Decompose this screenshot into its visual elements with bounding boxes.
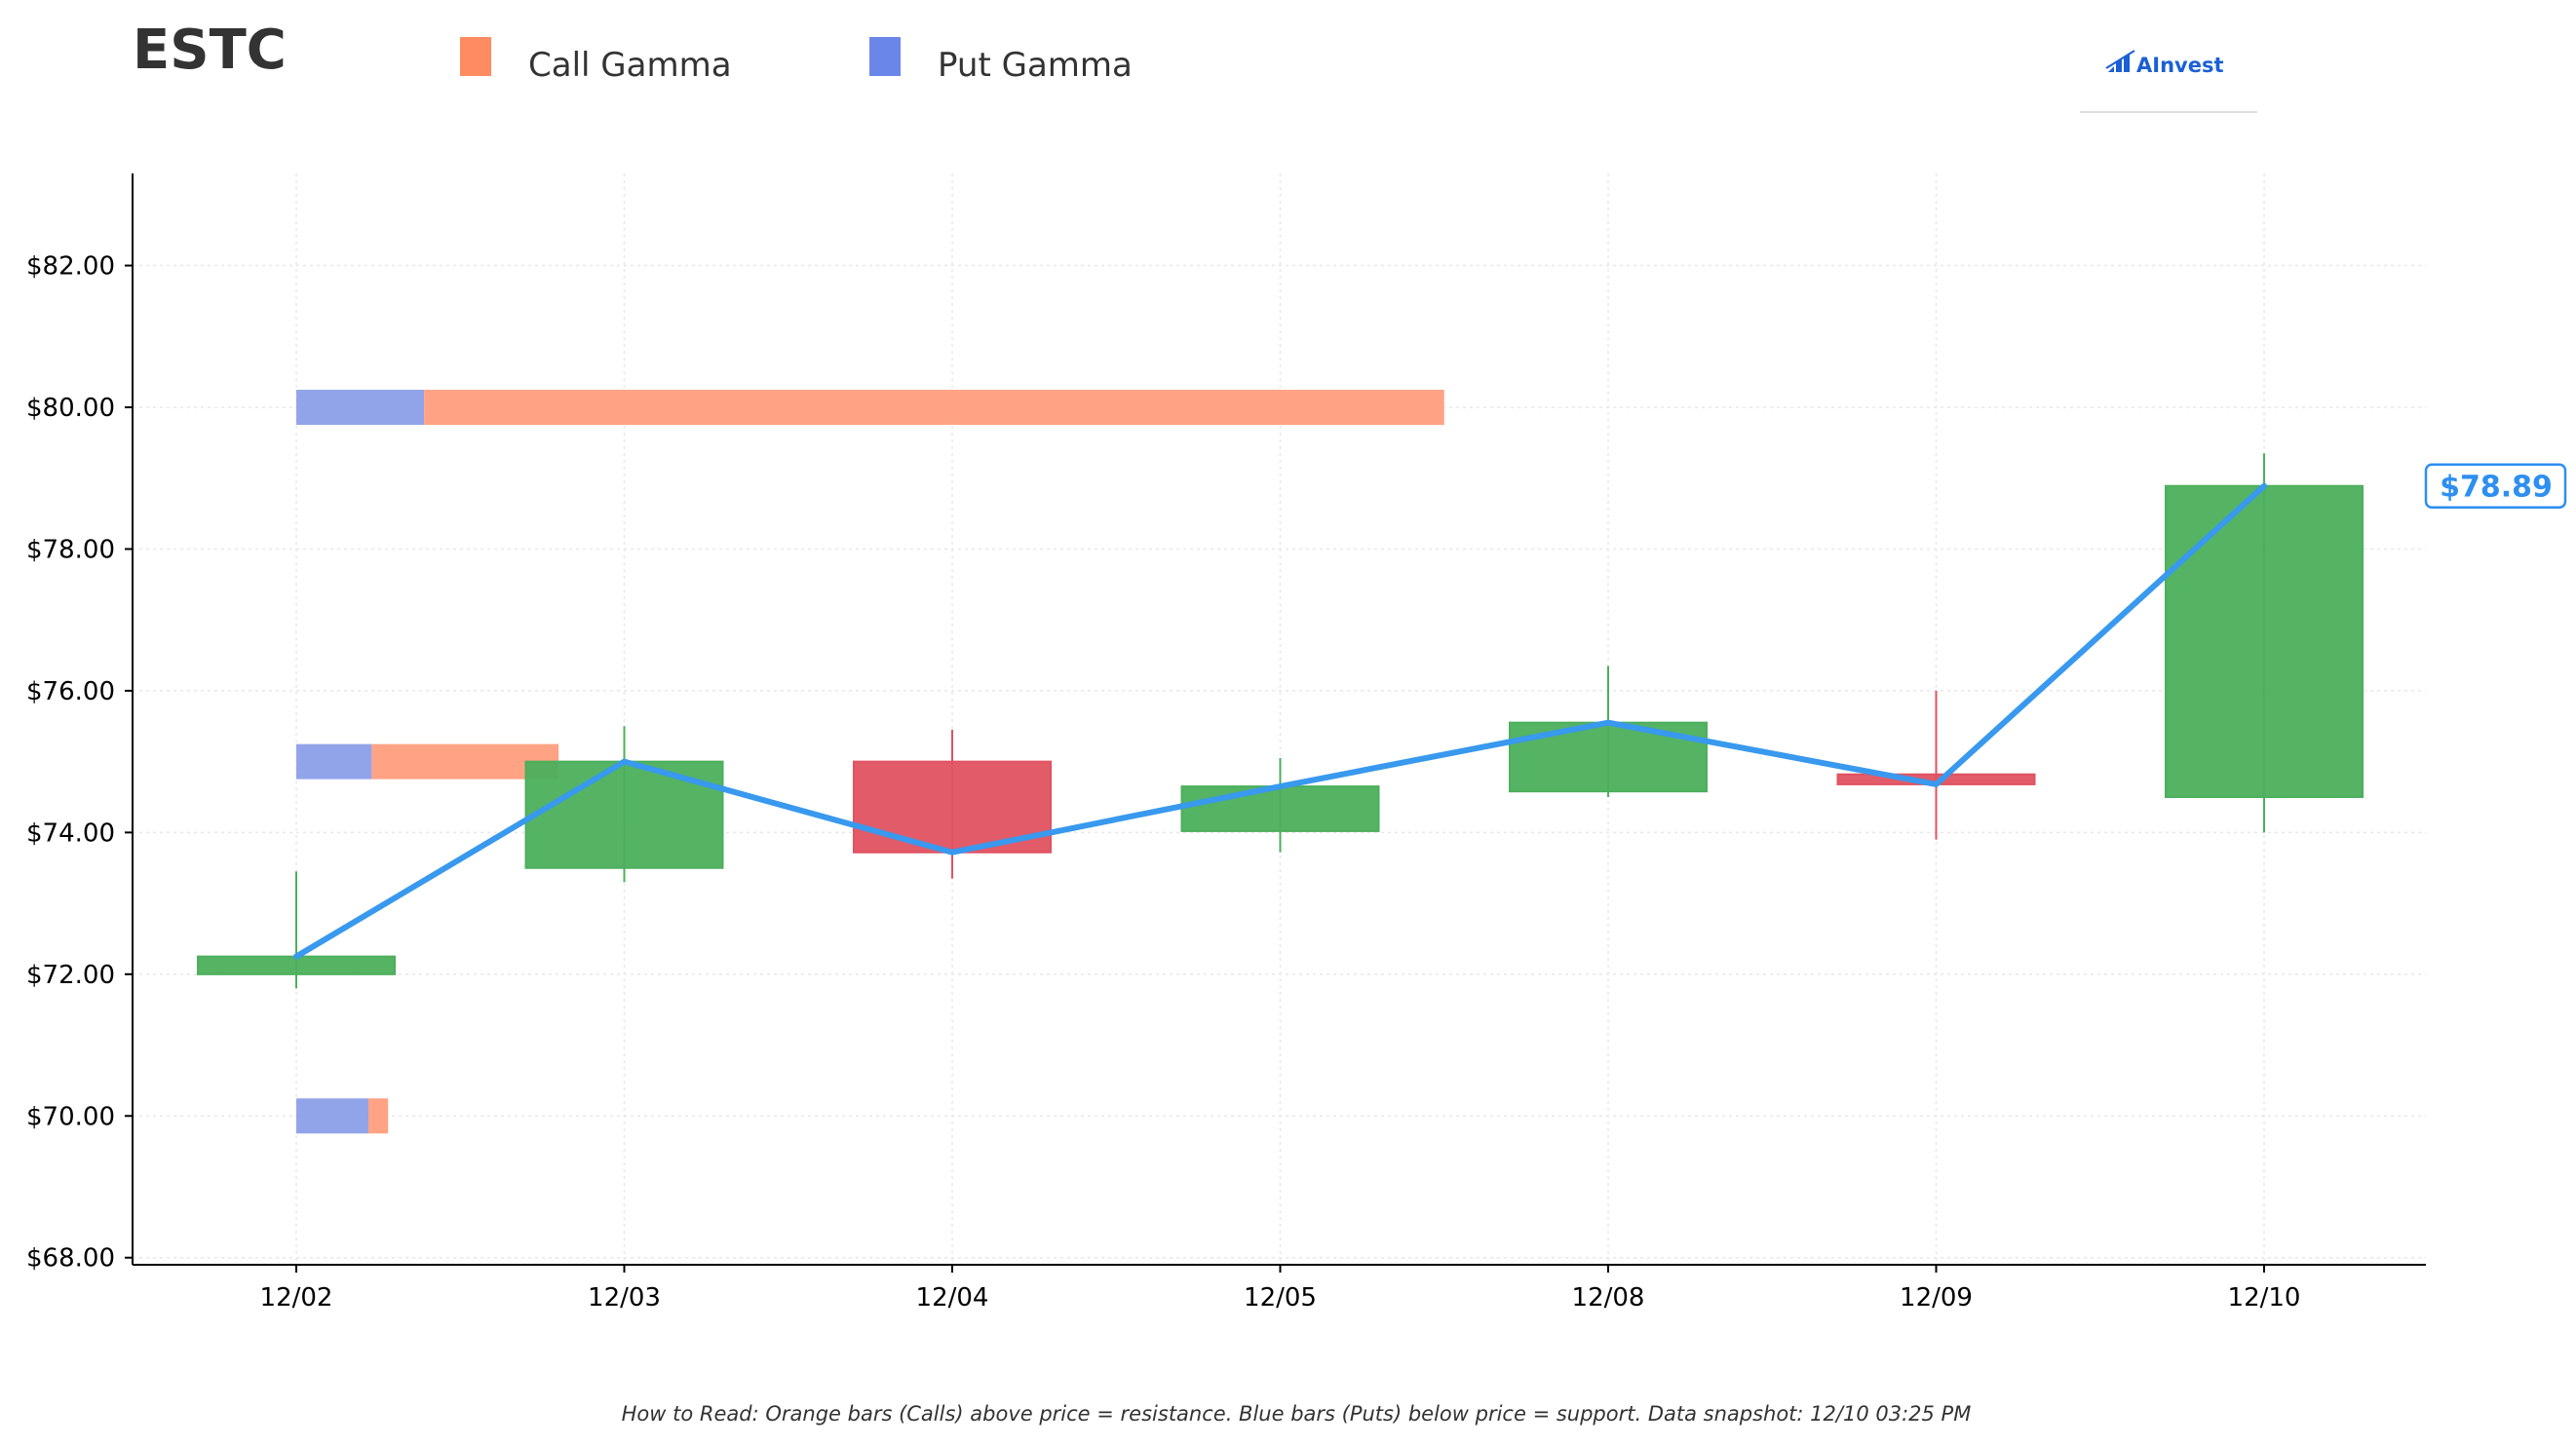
y-tick-label-0: $68.00 bbox=[26, 1244, 115, 1274]
y-tick-label-1: $70.00 bbox=[26, 1102, 115, 1131]
legend: Call Gamma Put Gamma bbox=[460, 37, 1133, 85]
x-tick-label-1: 12/03 bbox=[588, 1283, 661, 1313]
put-gamma-legend-swatch bbox=[869, 37, 901, 76]
y-tick-label-5: $78.00 bbox=[26, 535, 115, 564]
candle-body-1 bbox=[524, 760, 724, 869]
put-gamma-legend-label: Put Gamma bbox=[938, 46, 1133, 85]
chart-title: ESTC bbox=[133, 19, 287, 82]
grid bbox=[133, 173, 2426, 1265]
put-gamma-bar-1 bbox=[296, 743, 372, 780]
candle-body-6 bbox=[2165, 484, 2364, 798]
logo-chart-icon bbox=[2105, 50, 2135, 72]
current-price-label: $78.89 bbox=[2440, 471, 2553, 505]
gamma-bars bbox=[296, 390, 1444, 1134]
footnote: How to Read: Orange bars (Calls) above p… bbox=[622, 1402, 1972, 1426]
x-tick-label-5: 12/09 bbox=[1900, 1283, 1973, 1313]
logo-text: AInvest bbox=[2136, 54, 2224, 77]
call-gamma-legend-label: Call Gamma bbox=[528, 46, 732, 85]
x-tick-label-6: 12/10 bbox=[2228, 1283, 2301, 1313]
y-tick-label-4: $76.00 bbox=[26, 677, 115, 706]
y-tick-label-6: $80.00 bbox=[26, 394, 115, 423]
x-tick-label-0: 12/02 bbox=[260, 1283, 333, 1313]
put-gamma-bar-0 bbox=[296, 390, 425, 425]
y-tick-label-7: $82.00 bbox=[26, 252, 115, 282]
call-gamma-legend-swatch bbox=[460, 37, 491, 76]
put-gamma-bar-2 bbox=[296, 1098, 369, 1134]
current-price-callout: $78.89 bbox=[2424, 463, 2567, 509]
candle-body-3 bbox=[1180, 785, 1380, 832]
x-tick-label-2: 12/04 bbox=[916, 1283, 989, 1313]
x-tick-label-3: 12/05 bbox=[1244, 1283, 1317, 1313]
price-line bbox=[293, 482, 2267, 960]
x-tick-label-4: 12/08 bbox=[1572, 1283, 1645, 1313]
current-price-box bbox=[2424, 463, 2567, 509]
ticks: $68.00 $70.00 $72.00 $74.00 $76.00 $78.00 $80.… bbox=[26, 252, 2300, 1313]
ainvest-logo: AInvest bbox=[2080, 50, 2257, 113]
call-gamma-bar-2 bbox=[368, 1098, 389, 1134]
call-gamma-bar-0 bbox=[424, 390, 1444, 425]
y-tick-label-3: $74.00 bbox=[26, 818, 115, 848]
y-tick-label-2: $72.00 bbox=[26, 961, 115, 990]
price-line-group bbox=[293, 482, 2267, 960]
